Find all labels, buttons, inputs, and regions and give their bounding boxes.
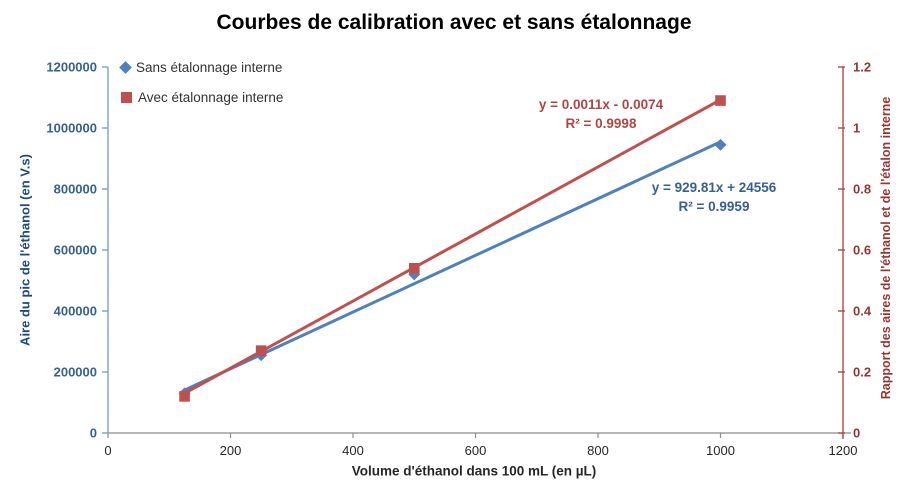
legend-label-avec-etalonnage: Avec étalonnage interne [138,89,284,105]
y-right-tick-label: 0.6 [853,242,872,258]
equation-sans-etalonnage-r2: R² = 0.9959 [678,199,750,214]
y-left-tick-label: 0 [89,425,97,441]
x-tick-label: 800 [587,443,609,458]
equation-sans-etalonnage-formula: y = 929.81x + 24556 [651,180,777,195]
x-axis-title: Volume d'éthanol dans 100 mL (en µL) [351,463,597,479]
y-left-tick-label: 800000 [53,181,97,197]
square-marker-icon [121,91,132,103]
y-left-tick-label: 1200000 [46,59,97,75]
x-tick-label: 0 [104,443,112,458]
x-tick-label: 600 [464,443,487,458]
y-right-tick-label: 0.4 [853,303,872,319]
equation-avec-etalonnage-r2: R² = 0.9998 [565,116,637,131]
y-left-tick-label: 1000000 [46,120,97,136]
y-left-tick-label: 200000 [53,364,97,380]
chart-title: Courbes de calibration avec et sans étal… [216,11,692,34]
y-left-tick-label: 600000 [53,242,97,258]
data-point-square [255,345,267,356]
data-point-diamond [714,138,727,151]
data-point-square [179,391,190,402]
trendline-avec [183,98,722,395]
legend: Sans étalonnage interne Avec étalonnage … [119,52,283,112]
data-point-square [715,95,726,106]
x-tick-label: 1200 [828,443,858,458]
y-right-tick-label: 0.2 [853,364,872,380]
legend-label-sans-etalonnage: Sans étalonnage interne [136,59,283,75]
trendline-sans [183,140,722,392]
equation-avec-etalonnage-formula: y = 0.0011x - 0.0074 [538,97,664,112]
data-point-square [408,263,420,274]
legend-item-sans-etalonnage: Sans étalonnage interne [119,52,283,82]
equation-sans-etalonnage: y = 929.81x + 24556 R² = 0.9959 [652,178,777,216]
y-right-tick-label: 0.8 [853,181,872,197]
x-tick-label: 400 [342,443,364,458]
y-right-tick-label: 1.2 [853,59,872,75]
x-tick-label: 1000 [706,443,735,458]
y-right-tick-label: 0 [853,425,861,441]
y-right-tick-label: 1 [853,120,861,136]
equation-avec-etalonnage: y = 0.0011x - 0.0074 R² = 0.9998 [539,95,663,133]
legend-item-avec-etalonnage: Avec étalonnage interne [121,82,283,112]
x-tick-label: 200 [219,443,242,458]
y-left-tick-label: 400000 [53,303,97,319]
